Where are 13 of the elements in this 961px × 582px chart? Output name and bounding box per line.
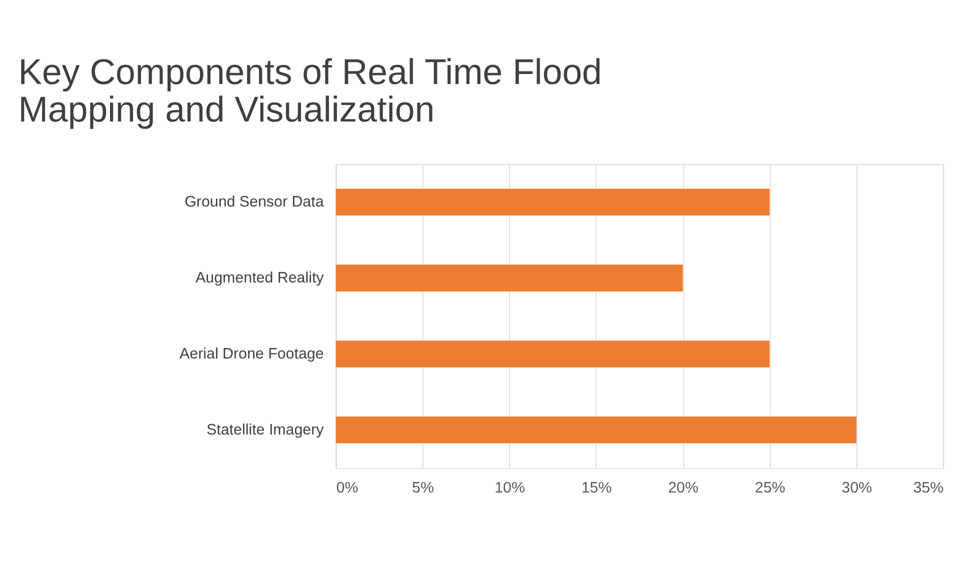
x-tick-label: 15% (581, 479, 612, 496)
x-tick-label: 35% (913, 479, 944, 496)
x-tick-label: 10% (494, 479, 525, 496)
y-tick-label: Statellite Imagery (206, 421, 324, 438)
x-tick-label: 30% (842, 479, 872, 496)
y-tick-label: Ground Sensor Data (184, 194, 324, 211)
x-tick-label: 25% (754, 479, 786, 496)
x-tick-label: 0% (336, 479, 358, 496)
y-tick-label: Augmented Reality (196, 270, 324, 287)
chart-title: Key Components of Real Time Flood Mapping and Visualization (18, 52, 602, 130)
y-tick-label: Aerial Drone Footage (180, 345, 324, 362)
x-tick-label: 20% (668, 479, 698, 496)
x-tick-label: 5% (412, 479, 434, 496)
